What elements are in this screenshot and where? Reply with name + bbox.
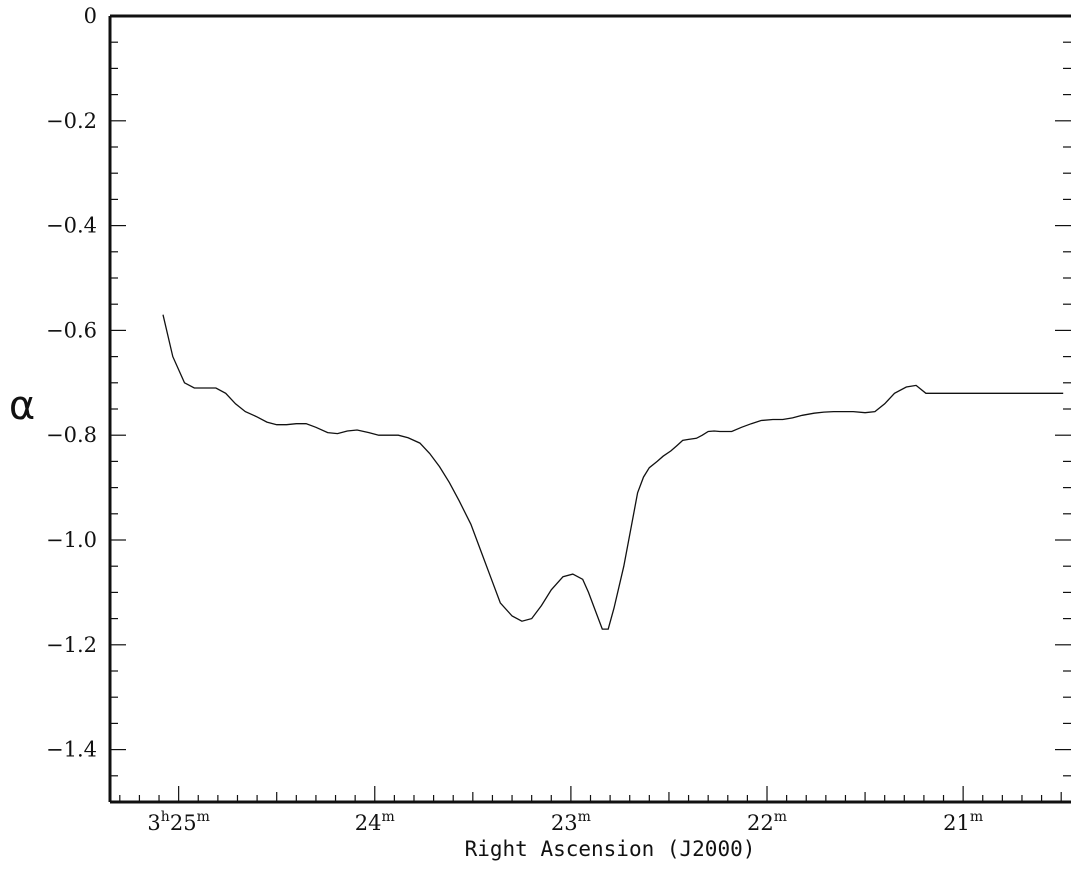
x-tick-label: 21m bbox=[943, 809, 983, 835]
y-tick-label: −0.2 bbox=[46, 109, 97, 133]
y-tick-labels: 0 −0.2 −0.4 −0.6 −0.8 −1.0 −1.2 −1.4 bbox=[46, 4, 97, 762]
y-tick-label: 0 bbox=[84, 4, 97, 28]
y-tick-label: −1.4 bbox=[46, 738, 97, 762]
x-axis-ticks bbox=[119, 786, 1062, 802]
x-tick-label: 22m bbox=[747, 809, 787, 835]
x-tick-label: 24m bbox=[355, 809, 395, 835]
x-axis-label: Right Ascension (J2000) bbox=[465, 837, 756, 861]
y-tick-label: −0.6 bbox=[46, 318, 97, 342]
y-tick-label: −1.2 bbox=[46, 633, 97, 657]
x-tick-labels: 3h25m 24m 23m 22m 21m bbox=[147, 809, 983, 835]
x-tick-label: 3h25m bbox=[147, 809, 209, 835]
y-tick-label: −1.0 bbox=[46, 528, 97, 552]
plot-frame bbox=[108, 14, 1071, 804]
x-tick-label: 23m bbox=[551, 809, 591, 835]
y-tick-label: −0.8 bbox=[46, 423, 97, 447]
y-axis-label: α bbox=[9, 383, 35, 429]
y-tick-label: −0.4 bbox=[46, 214, 97, 238]
y-axis-ticks bbox=[110, 15, 1071, 803]
alpha-series-line bbox=[162, 314, 1064, 630]
